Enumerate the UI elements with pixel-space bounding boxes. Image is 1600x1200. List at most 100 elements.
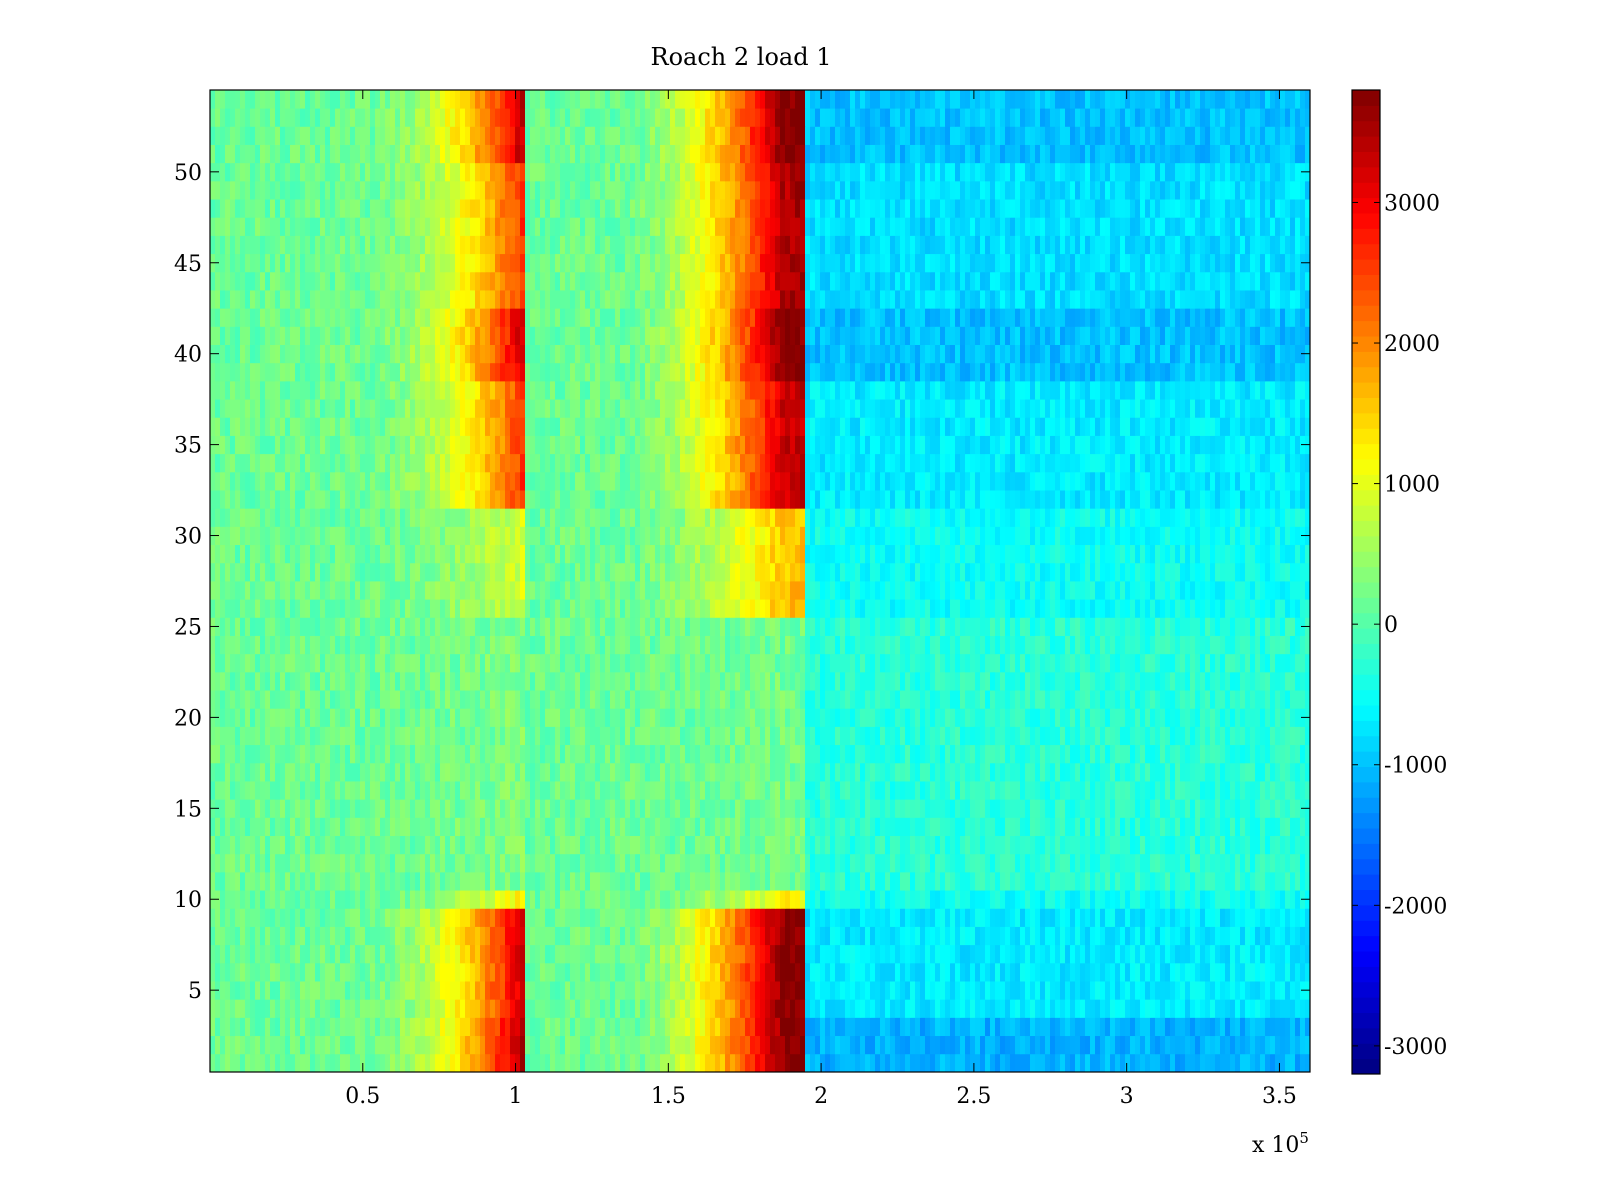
heatmap-cell xyxy=(675,744,681,764)
heatmap-cell xyxy=(510,999,516,1018)
heatmap-cell xyxy=(780,999,786,1018)
heatmap-cell xyxy=(610,708,616,727)
heatmap-cell xyxy=(445,871,451,891)
heatmap-cell xyxy=(820,981,826,1000)
heatmap-cell xyxy=(1275,762,1281,782)
heatmap-cell xyxy=(625,981,631,1000)
heatmap-cell xyxy=(1260,908,1266,927)
heatmap-cell xyxy=(1030,1053,1036,1073)
heatmap-cell xyxy=(455,944,461,964)
heatmap-cell xyxy=(585,799,591,818)
heatmap-cell xyxy=(725,853,731,873)
heatmap-cell xyxy=(665,981,671,1000)
heatmap-cell xyxy=(315,944,321,964)
heatmap-cell xyxy=(1125,908,1131,927)
heatmap-cell xyxy=(650,853,656,873)
heatmap-cell xyxy=(1155,835,1161,855)
heatmap-cell xyxy=(1035,908,1041,927)
heatmap-cell xyxy=(1050,853,1056,873)
heatmap-cell xyxy=(835,981,841,1000)
heatmap-cell xyxy=(845,1035,851,1055)
heatmap-cell xyxy=(330,781,336,800)
heatmap-cell xyxy=(835,871,841,891)
heatmap-cell xyxy=(750,1053,756,1073)
heatmap-cell xyxy=(645,962,651,982)
heatmap-cell xyxy=(1025,981,1031,1000)
heatmap-cell xyxy=(790,744,796,764)
heatmap-cell xyxy=(1210,817,1216,836)
heatmap-cell xyxy=(740,1035,746,1055)
heatmap-cell xyxy=(420,835,426,855)
heatmap-cell xyxy=(575,999,581,1018)
heatmap-cell xyxy=(810,799,816,818)
heatmap-cell xyxy=(885,871,891,891)
heatmap-cell xyxy=(615,671,621,691)
heatmap-cell xyxy=(420,1035,426,1055)
heatmap-cell xyxy=(570,799,576,818)
heatmap-cell xyxy=(690,962,696,982)
heatmap-cell xyxy=(600,671,606,691)
heatmap-cell xyxy=(800,926,806,946)
heatmap-cell xyxy=(535,744,541,764)
heatmap-cell xyxy=(1105,871,1111,891)
heatmap-cell xyxy=(1145,690,1151,709)
heatmap-cell xyxy=(460,781,466,800)
heatmap-cell xyxy=(580,981,586,1000)
heatmap-cell xyxy=(1205,981,1211,1000)
heatmap-cell xyxy=(915,762,921,782)
heatmap-cell xyxy=(275,671,281,691)
heatmap-cell xyxy=(765,744,771,764)
heatmap-cell xyxy=(930,944,936,964)
heatmap-cell xyxy=(275,708,281,727)
heatmap-cell xyxy=(1165,744,1171,764)
heatmap-cell xyxy=(1100,799,1106,818)
heatmap-cell xyxy=(935,926,941,946)
heatmap-cell xyxy=(560,871,566,891)
heatmap-cell xyxy=(1235,835,1241,855)
heatmap-cell xyxy=(1050,835,1056,855)
heatmap-cell xyxy=(250,726,256,746)
heatmap-cell xyxy=(1265,981,1271,1000)
heatmap-cell xyxy=(375,999,381,1018)
heatmap-cell xyxy=(490,944,496,964)
heatmap-cell xyxy=(675,726,681,746)
heatmap-cell xyxy=(1170,871,1176,891)
heatmap-cell xyxy=(735,1017,741,1037)
heatmap-cell xyxy=(895,926,901,946)
heatmap-cell xyxy=(675,835,681,855)
heatmap-cell xyxy=(345,1053,351,1073)
heatmap-cell xyxy=(745,726,751,746)
heatmap-cell xyxy=(915,744,921,764)
heatmap-cell xyxy=(760,781,766,800)
heatmap-cell xyxy=(685,926,691,946)
heatmap-cell xyxy=(600,835,606,855)
heatmap-cell xyxy=(825,871,831,891)
heatmap-cell xyxy=(585,762,591,782)
heatmap-cell xyxy=(345,1017,351,1037)
heatmap-cell xyxy=(1300,926,1306,946)
heatmap-cell xyxy=(975,762,981,782)
heatmap-cell xyxy=(970,653,976,673)
heatmap-cell xyxy=(1050,1017,1056,1037)
heatmap-cell xyxy=(490,871,496,891)
heatmap-cell xyxy=(550,835,556,855)
heatmap-cell xyxy=(540,799,546,818)
heatmap-cell xyxy=(1265,962,1271,982)
heatmap-cell xyxy=(1270,853,1276,873)
heatmap-cell xyxy=(1145,1017,1151,1037)
heatmap-cell xyxy=(1055,981,1061,1000)
heatmap-cell xyxy=(555,926,561,946)
heatmap-cell xyxy=(1045,835,1051,855)
heatmap-cell xyxy=(825,671,831,691)
heatmap-cell xyxy=(1045,999,1051,1018)
heatmap-cell xyxy=(625,799,631,818)
heatmap-cell xyxy=(680,1035,686,1055)
heatmap-cell xyxy=(520,653,526,673)
heatmap-cell xyxy=(250,1053,256,1073)
heatmap-cell xyxy=(950,1035,956,1055)
heatmap-cell xyxy=(275,890,281,909)
heatmap-cell xyxy=(225,708,231,727)
heatmap-cell xyxy=(315,726,321,746)
heatmap-cell xyxy=(530,981,536,1000)
heatmap-cell xyxy=(935,962,941,982)
